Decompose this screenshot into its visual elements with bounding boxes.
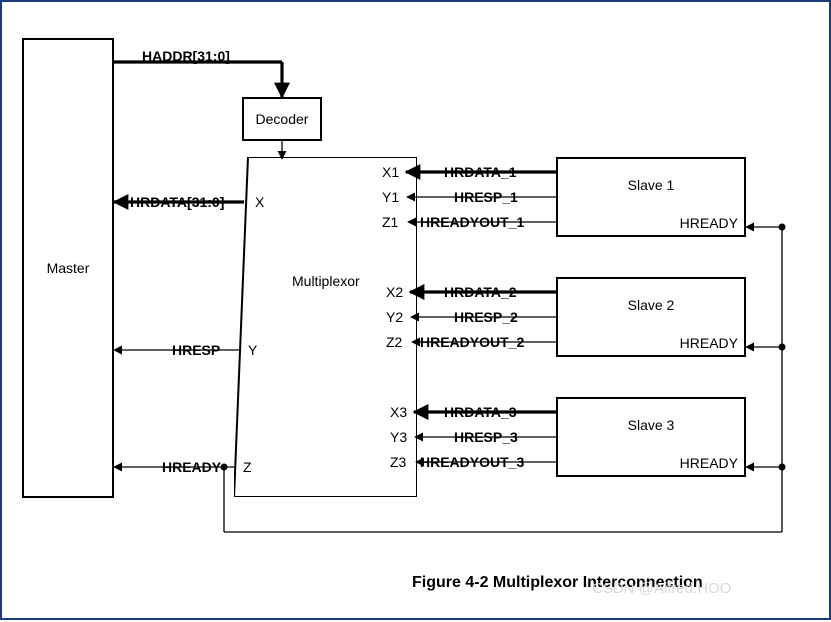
sig-hready: HREADY [162, 459, 221, 475]
port-z1: Z1 [382, 214, 398, 230]
sig-hresp1: HRESP_1 [454, 189, 518, 205]
sig-haddr: HADDR[31:0] [142, 48, 230, 64]
port-x2: X2 [386, 284, 403, 300]
sig-hrdata2: HRDATA_2 [444, 284, 517, 300]
sig-hrdata1: HRDATA_1 [444, 164, 517, 180]
sig-hrdyo1: HREADYOUT_1 [420, 214, 524, 230]
port-x: X [255, 194, 264, 210]
slave1-hready-label: HREADY [680, 215, 738, 231]
watermark-text: CSDN @Alfred.HOO [592, 580, 731, 597]
slave2-block: Slave 2 HREADY [556, 277, 746, 357]
sig-hrdyo2: HREADYOUT_2 [420, 334, 524, 350]
sig-hrdata3: HRDATA_3 [444, 404, 517, 420]
port-z2: Z2 [386, 334, 402, 350]
slave2-label: Slave 2 [628, 297, 675, 313]
sig-hrdata: HRDATA[31:0] [130, 194, 224, 210]
port-x3: X3 [390, 404, 407, 420]
slave3-block: Slave 3 HREADY [556, 397, 746, 477]
port-y1: Y1 [382, 189, 399, 205]
decoder-label: Decoder [256, 111, 309, 127]
sig-hresp3: HRESP_3 [454, 429, 518, 445]
mux-label: Multiplexor [292, 273, 360, 289]
decoder-block: Decoder [242, 97, 322, 141]
port-y2: Y2 [386, 309, 403, 325]
slave1-label: Slave 1 [628, 177, 675, 193]
master-label: Master [47, 260, 90, 276]
port-x1: X1 [382, 164, 399, 180]
port-z: Z [243, 459, 252, 475]
port-y3: Y3 [390, 429, 407, 445]
sig-hrdyo3: HREADYOUT_3 [420, 454, 524, 470]
slave2-hready-label: HREADY [680, 335, 738, 351]
slave3-hready-label: HREADY [680, 455, 738, 471]
sig-hresp: HRESP [172, 342, 220, 358]
port-z3: Z3 [390, 454, 406, 470]
slave3-label: Slave 3 [628, 417, 675, 433]
port-y: Y [248, 342, 257, 358]
master-block: Master [22, 38, 114, 498]
slave1-block: Slave 1 HREADY [556, 157, 746, 237]
sig-hresp2: HRESP_2 [454, 309, 518, 325]
